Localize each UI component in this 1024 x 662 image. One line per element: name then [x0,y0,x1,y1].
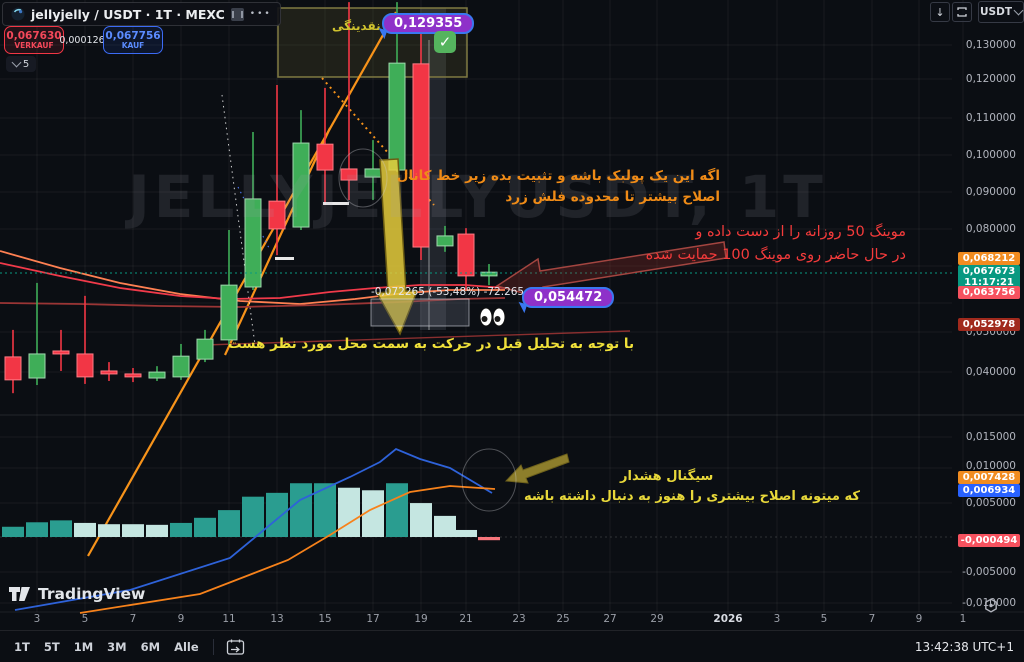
time-tick: 15 [318,613,332,625]
spread-value: 0,000126 [59,34,105,46]
time-tick: 11 [222,613,236,625]
price-tick: 0,080000 [965,223,1016,235]
time-tick: 7 [129,613,137,625]
frame-icon [957,7,967,17]
sell-price: 0,067630 [6,29,62,42]
buy-price: 0,067756 [105,29,161,42]
time-tick: 5 [81,613,89,625]
price-tick: 0,090000 [965,186,1016,198]
indicator-histogram [2,483,500,541]
axis-settings-gear-icon[interactable] [982,597,1000,615]
time-tick: 17 [366,613,380,625]
price-label-chip: 0,006934 [958,484,1020,497]
chevron-down-icon [1013,5,1024,16]
signal-warning-note-2[interactable]: که میتونه اصلاح بیشتری را هنوز به دنبال … [524,489,860,504]
buy-button[interactable]: 0,067756 KAUF [103,26,163,54]
candles [4,2,498,394]
callout-high-price[interactable]: 0,129355 [375,13,475,40]
currency-dropdown[interactable]: USDT [978,1,1024,23]
time-tick: 19 [414,613,428,625]
symbol-title-bar[interactable]: jellyjelly / USDT · 1T · MEXC ••• [2,2,281,26]
legend-collapse-button[interactable]: 5 [6,56,36,72]
tradingview-logo[interactable]: TradingView [8,584,145,604]
price-label-chip: 0,068212 [958,252,1020,265]
time-tick: 9 [915,613,923,625]
range-button-3m[interactable]: 3M [107,640,127,654]
maroon-left-arrow[interactable] [495,241,727,301]
time-tick: 29 [650,613,664,625]
liquidity-note[interactable]: نقدینگی [332,19,381,33]
measure-tool-box[interactable] [370,298,470,327]
circle-annotation-main[interactable] [338,148,388,208]
scroll-to-recent-icon[interactable]: ↓ [930,2,950,22]
price-tick: -0,010000 [962,597,1016,609]
coin-logo-icon [11,7,25,21]
time-tick: 2026 [713,613,743,625]
chevron-down-icon [11,57,22,68]
clock-timezone-button[interactable]: 13:42:38 UTC+1 [914,640,1014,654]
time-tick: 23 [512,613,526,625]
sell-label: VERKAUF [14,40,54,50]
price-tick: 0,100000 [965,149,1016,161]
signal-warning-note[interactable]: سیگنال هشدار [620,469,714,484]
time-tick: 13 [270,613,284,625]
yellow-down-arrow[interactable] [375,158,419,336]
price-tick: 0,005000 [965,497,1016,509]
symbol-watermark: JELLYJELLYUSDT, 1T [128,163,827,231]
more-menu-icon[interactable]: ••• [249,9,272,19]
price-tick: 0,110000 [965,112,1016,124]
range-button-1m[interactable]: 1M [73,640,94,654]
price-label-chip: -0,000494 [958,534,1020,547]
symbol-title[interactable]: jellyjelly / USDT · 1T · MEXC [31,6,225,22]
time-tick: 5 [820,613,828,625]
circle-annotation-indicator[interactable] [461,448,517,512]
go-to-date-button[interactable] [226,638,245,656]
time-tick: 3 [33,613,41,625]
time-tick: 27 [603,613,617,625]
range-button-alle[interactable]: Alle [174,640,199,654]
bottom-toolbar: 1T 5T 1M 3M 6M Alle 13:42:38 UTC+1 [0,630,1024,662]
time-tick: 3 [773,613,781,625]
price-tick: 0,120000 [965,73,1016,85]
price-tick: 0,015000 [965,431,1016,443]
price-label-chip: 0,067673 11:17:21 [958,265,1020,289]
price-tick: 0,130000 [965,39,1016,51]
chart-style-icon[interactable] [230,7,244,21]
maximize-icon[interactable] [952,2,972,22]
eyes-emoji-sticker[interactable] [479,307,507,327]
analysis-note-red[interactable]: موینگ 50 روزانه را از دست داده و در حال … [645,224,906,263]
range-button-5t[interactable]: 5T [43,640,60,654]
checkmark-sticker[interactable]: ✓ [434,31,456,53]
time-tick: 7 [868,613,876,625]
sell-button[interactable]: 0,067630 VERKAUF [4,26,64,54]
analysis-note-orange[interactable]: اگه این یک پولبک باشه و تثبیت بده زیر خط… [396,168,720,205]
analysis-note-yellow[interactable]: با توجه به تحلیل قبل در حرکت به سمت محل … [228,336,635,352]
legend-count: 5 [22,58,30,70]
olive-left-arrow[interactable] [504,453,570,484]
time-tick: 9 [177,613,185,625]
toolbar-divider [212,639,214,655]
measure-tool-readout[interactable]: -0,072265 (-53,48%) -72.265 [371,286,525,298]
buy-label: KAUF [121,40,145,50]
time-tick: 21 [459,613,473,625]
price-label-chip: 0,052978 [958,318,1020,331]
range-button-1t[interactable]: 1T [14,640,30,654]
price-tick: 0,010000 [965,460,1016,472]
price-label-chip: 0,063756 [958,286,1020,299]
price-tick: 0,040000 [965,366,1016,378]
time-tick: 1 [959,613,967,625]
calendar-icon [226,639,244,655]
range-button-6m[interactable]: 6M [140,640,161,654]
callout-target-price[interactable]: 0,054472 [515,287,615,314]
tradingview-mark-icon [9,587,30,601]
price-label-chip: 0,007428 [958,471,1020,484]
price-tick: -0,005000 [962,566,1016,578]
indicator-lines [14,447,496,614]
time-tick: 25 [556,613,570,625]
